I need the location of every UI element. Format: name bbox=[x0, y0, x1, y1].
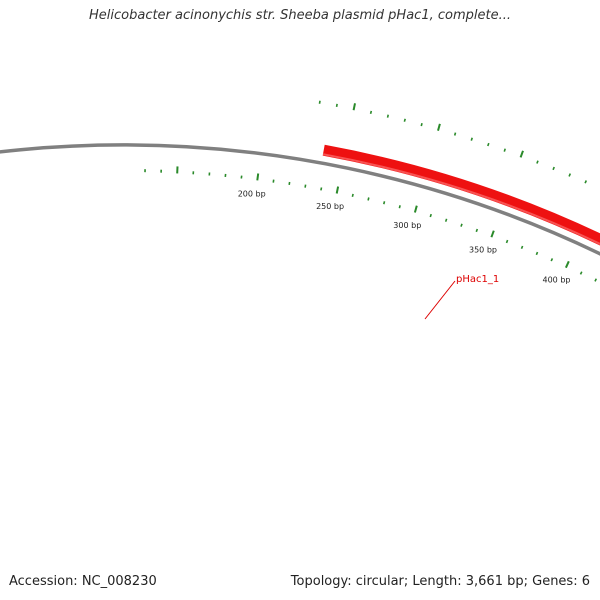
outer-tick bbox=[335, 103, 338, 108]
outer-tick bbox=[352, 103, 356, 111]
inner-tick bbox=[383, 201, 386, 205]
inner-tick bbox=[335, 186, 340, 194]
outer-tick bbox=[536, 160, 539, 164]
inner-tick bbox=[460, 223, 463, 227]
inner-tick bbox=[398, 205, 401, 209]
tick-label-250: 250 bp bbox=[316, 202, 344, 211]
inner-tick bbox=[320, 187, 323, 191]
outer-tick bbox=[470, 137, 473, 141]
outer-tick bbox=[386, 114, 389, 118]
topology-summary: Topology: circular; Length: 3,661 bp; Ge… bbox=[290, 574, 590, 589]
gene-label-pHac1_1[interactable]: pHac1_1 bbox=[456, 274, 499, 285]
inner-tick bbox=[475, 228, 479, 233]
inner-tick bbox=[594, 278, 598, 282]
inner-tick bbox=[505, 239, 509, 244]
inner-tick bbox=[304, 184, 307, 188]
inner-tick bbox=[535, 251, 539, 256]
tick-label-200: 200 bp bbox=[238, 189, 266, 198]
gene-label-leader-line bbox=[424, 280, 456, 320]
outer-tick bbox=[369, 110, 373, 114]
inner-tick-ring bbox=[144, 166, 598, 282]
plasmid-backbone bbox=[0, 143, 600, 256]
tick-label-300: 300 bp bbox=[393, 221, 421, 230]
outer-tick bbox=[552, 166, 555, 171]
outer-tick bbox=[403, 118, 406, 122]
outer-tick bbox=[503, 148, 506, 152]
outer-tick bbox=[318, 100, 321, 104]
tick-label-350: 350 bp bbox=[469, 245, 497, 254]
gene-pHac1_1-arc[interactable] bbox=[322, 144, 600, 408]
gene-pHac1_1-highlight bbox=[322, 153, 600, 246]
outer-tick bbox=[453, 132, 457, 136]
inner-tick bbox=[490, 230, 495, 238]
inner-tick bbox=[520, 245, 524, 250]
inner-tick bbox=[351, 193, 354, 197]
inner-tick bbox=[429, 213, 432, 218]
inner-tick bbox=[550, 258, 554, 262]
accession-text: Accession: NC_008230 bbox=[9, 574, 157, 589]
inner-tick bbox=[413, 205, 418, 213]
inner-tick bbox=[367, 197, 370, 201]
tick-label-400: 400 bp bbox=[543, 276, 571, 285]
outer-tick bbox=[487, 142, 490, 147]
outer-tick bbox=[584, 180, 588, 184]
inner-tick bbox=[256, 173, 260, 181]
inner-tick bbox=[444, 218, 448, 222]
inner-tick bbox=[564, 260, 570, 269]
outer-tick bbox=[519, 150, 524, 158]
outer-tick bbox=[437, 123, 441, 131]
outer-tick-ring bbox=[318, 100, 588, 184]
inner-tick bbox=[579, 271, 583, 275]
outer-tick bbox=[420, 123, 423, 127]
map-title: Helicobacter acinonychis str. Sheeba pla… bbox=[89, 8, 511, 23]
outer-tick bbox=[568, 173, 572, 177]
